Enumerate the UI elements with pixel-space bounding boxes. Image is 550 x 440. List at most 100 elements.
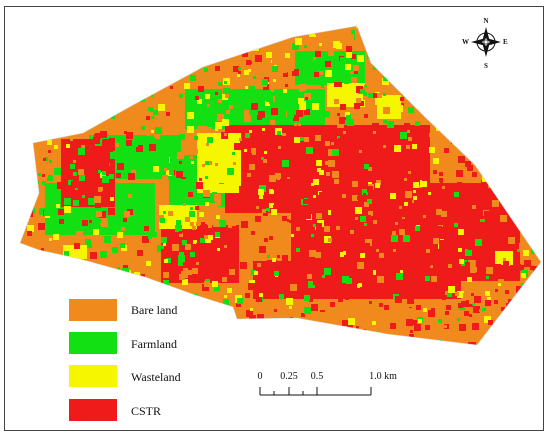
raster-pixel — [45, 288, 52, 295]
raster-pixel — [92, 116, 96, 120]
raster-pixel — [321, 348, 327, 354]
raster-pixel — [540, 89, 541, 95]
raster-pixel — [164, 152, 167, 155]
raster-pixel — [314, 348, 317, 351]
raster-pixel — [94, 214, 97, 217]
raster-pixel — [146, 116, 150, 120]
raster-pixel — [269, 369, 274, 374]
raster-pixel — [437, 398, 442, 403]
raster-pixel — [22, 265, 28, 271]
raster-pixel — [252, 423, 258, 429]
raster-pixel — [331, 233, 335, 237]
raster-pixel — [88, 198, 95, 205]
raster-pixel — [481, 354, 488, 361]
raster-pixel — [296, 110, 303, 117]
raster-pixel — [413, 261, 416, 264]
raster-pixel — [375, 183, 380, 188]
raster-pixel — [448, 87, 453, 92]
raster-pixel — [416, 19, 421, 24]
raster-pixel — [59, 46, 63, 50]
raster-pixel — [237, 26, 244, 33]
raster-pixel — [354, 378, 361, 385]
raster-pixel — [481, 412, 488, 419]
raster-pixel — [442, 186, 445, 189]
study-area-boundary — [19, 25, 542, 346]
raster-pixel — [259, 195, 263, 199]
raster-pixel — [12, 336, 17, 341]
raster-pixel — [98, 219, 102, 223]
raster-pixel — [468, 45, 475, 52]
raster-pixel — [239, 308, 243, 312]
raster-pixel — [522, 65, 529, 72]
raster-pixel — [190, 75, 196, 81]
raster-pixel — [354, 103, 360, 109]
raster-pixel — [168, 211, 173, 216]
raster-pixel — [192, 387, 198, 393]
raster-pixel — [203, 37, 210, 44]
raster-pixel — [41, 328, 48, 335]
raster-pixel — [239, 138, 242, 141]
raster-pixel — [110, 26, 117, 30]
raster-pixel — [192, 268, 198, 274]
raster-pixel — [495, 348, 499, 352]
raster-pixel — [350, 325, 353, 328]
raster-pixel — [373, 63, 380, 70]
raster-pixel — [179, 161, 182, 164]
raster-pixel — [47, 81, 54, 88]
raster-pixel — [305, 213, 311, 219]
raster-pixel — [117, 80, 120, 83]
raster-pixel — [63, 362, 68, 367]
raster-pixel — [25, 114, 32, 121]
raster-pixel — [232, 152, 235, 155]
raster-pixel — [123, 265, 128, 270]
raster-pixel — [164, 259, 168, 263]
raster-pixel — [118, 377, 124, 383]
raster-pixel — [409, 411, 413, 415]
raster-pixel — [245, 133, 250, 138]
raster-pixel — [485, 404, 488, 407]
raster-pixel — [333, 41, 340, 48]
raster-pixel — [502, 317, 507, 322]
raster-pixel — [406, 319, 413, 326]
raster-pixel — [339, 33, 342, 36]
raster-pixel — [504, 398, 510, 404]
raster-pixel — [41, 386, 47, 392]
raster-pixel — [20, 342, 24, 345]
raster-pixel — [358, 415, 362, 419]
raster-pixel — [218, 82, 222, 86]
raster-pixel — [95, 45, 99, 49]
raster-pixel — [431, 397, 438, 404]
raster-pixel — [392, 74, 396, 78]
raster-pixel — [50, 332, 53, 335]
raster-pixel — [373, 220, 377, 224]
raster-pixel — [536, 206, 539, 209]
raster-pixel — [240, 290, 243, 293]
raster-pixel — [352, 118, 358, 124]
raster-pixel — [190, 222, 194, 226]
raster-pixel — [271, 89, 274, 92]
raster-pixel — [519, 243, 526, 250]
raster-pixel — [350, 199, 353, 202]
raster-pixel — [291, 15, 297, 21]
raster-pixel — [376, 269, 383, 276]
raster-pixel — [22, 213, 26, 217]
raster-pixel — [117, 355, 122, 360]
raster-pixel — [92, 76, 95, 79]
raster-pixel — [474, 296, 481, 303]
raster-pixel — [536, 219, 539, 222]
raster-pixel — [236, 302, 241, 307]
raster-pixel — [349, 254, 352, 257]
raster-pixel — [15, 95, 19, 99]
raster-pixel — [352, 415, 359, 422]
raster-pixel — [29, 338, 35, 344]
raster-pixel — [131, 26, 138, 28]
raster-pixel — [356, 390, 363, 397]
raster-pixel — [519, 26, 523, 30]
raster-pixel — [141, 395, 144, 398]
raster-pixel — [126, 360, 132, 366]
raster-pixel — [270, 120, 275, 125]
raster-pixel — [410, 235, 415, 240]
raster-pixel — [501, 307, 505, 311]
raster-pixel — [174, 38, 177, 41]
raster-pixel — [316, 15, 319, 18]
